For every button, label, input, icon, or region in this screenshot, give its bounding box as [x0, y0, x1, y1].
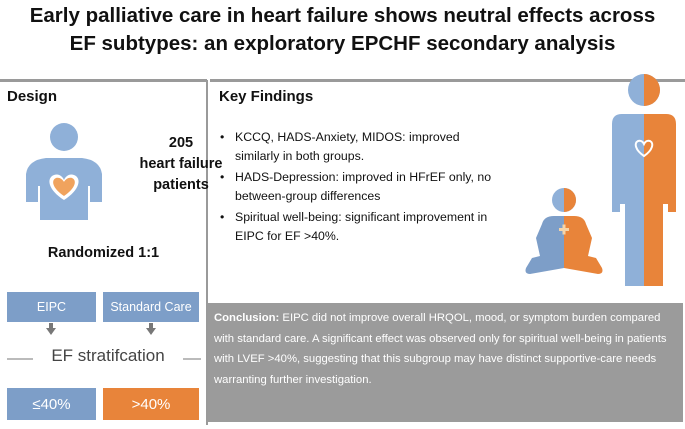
- title-line-1: Early palliative care in heart failure s…: [29, 4, 656, 27]
- patients-line-2: patients: [153, 177, 209, 193]
- finding-item: HADS-Depression: improved in HFrEF only,…: [220, 168, 505, 206]
- person-heart-icon: [26, 123, 102, 220]
- patients-summary: 205 heart failure patients: [120, 133, 242, 196]
- conclusion-box: Conclusion: EIPC did not improve overall…: [208, 303, 683, 422]
- column-divider: [206, 80, 208, 425]
- patients-line-1: heart failure: [139, 156, 223, 172]
- stratification-line-left: [7, 358, 33, 360]
- arrow-down-icon: [46, 323, 56, 335]
- arm-eipc-box: EIPC: [7, 292, 96, 322]
- finding-item: KCCQ, HADS-Anxiety, MIDOS: improved simi…: [220, 128, 505, 166]
- top-rule-left: [0, 79, 207, 82]
- stratification-label: EF stratifcation: [51, 346, 165, 365]
- figures-illustration: [525, 74, 676, 286]
- page-title: Early palliative care in heart failure s…: [0, 2, 685, 58]
- arrow-down-icon: [146, 323, 156, 335]
- ef-high-box: >40%: [103, 388, 199, 420]
- stratification-line-right: [183, 358, 201, 360]
- key-findings-heading: Key Findings: [219, 88, 314, 105]
- design-heading: Design: [7, 88, 58, 105]
- meditating-figure-icon: [525, 188, 603, 274]
- arm-standard-care-box: Standard Care: [103, 292, 199, 322]
- patients-count: 205: [168, 135, 194, 151]
- randomization-label: Randomized 1:1: [47, 245, 160, 261]
- top-rule-right: [210, 79, 685, 82]
- conclusion-label: Conclusion:: [214, 312, 280, 324]
- findings-list: KCCQ, HADS-Anxiety, MIDOS: improved simi…: [220, 128, 505, 248]
- finding-item: Spiritual well-being: significant improv…: [220, 208, 505, 246]
- standing-figure-icon: [612, 74, 676, 286]
- title-line-2: EF subtypes: an exploratory EPCHF second…: [69, 32, 616, 55]
- ef-low-box: ≤40%: [7, 388, 96, 420]
- conclusion-text: EIPC did not improve overall HRQOL, mood…: [214, 312, 667, 386]
